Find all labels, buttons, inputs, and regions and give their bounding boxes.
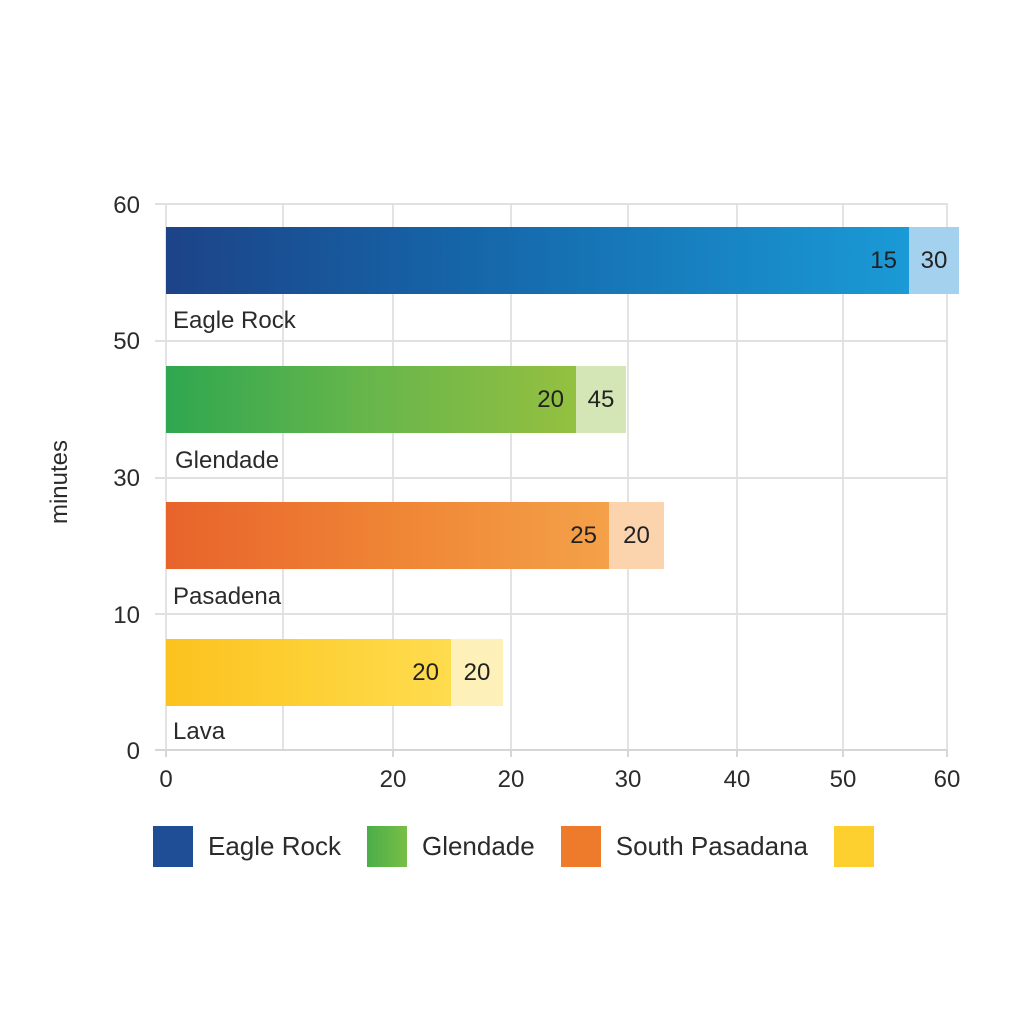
- y-tick-label: 30: [113, 465, 140, 492]
- bar-eagle-rock: 15 30: [166, 227, 959, 294]
- x-tick-label: 30: [614, 766, 642, 793]
- legend-label: Glendade: [421, 831, 535, 861]
- legend-swatch-south-pasadana: [560, 826, 601, 867]
- legend-swatch-glendade: [366, 826, 407, 867]
- x-tick: [627, 749, 629, 757]
- bar-segment-primary: 15: [166, 227, 909, 294]
- y-tick-label: 0: [126, 738, 140, 765]
- bar-label: Eagle Rock: [173, 307, 296, 334]
- bar-segment-primary: 20: [166, 366, 576, 433]
- legend-swatch-unlabeled: [834, 826, 875, 867]
- bar-segment-secondary: 20: [451, 639, 503, 706]
- legend-label: Eagle Rock: [208, 831, 341, 861]
- x-tick-label: 50: [829, 766, 857, 793]
- x-tick-label: 60: [933, 766, 961, 793]
- h-gridline: [155, 477, 948, 479]
- x-tick: [946, 749, 948, 757]
- x-tick-label: 40: [723, 766, 751, 793]
- x-tick-label: 20: [497, 766, 525, 793]
- bar-label: Glendade: [175, 447, 280, 474]
- h-gridline: [155, 613, 948, 615]
- x-tick: [510, 749, 512, 757]
- x-axis-line: [155, 749, 948, 751]
- bar-segment-secondary: 20: [609, 502, 664, 569]
- x-tick: [736, 749, 738, 757]
- bar-segment-primary: 25: [166, 502, 609, 569]
- bar-glendade: 20 45: [166, 366, 626, 433]
- x-tick-label: 20: [379, 766, 407, 793]
- x-tick: [165, 749, 167, 757]
- legend: Eagle Rock Glendade South Pasadana: [153, 826, 875, 867]
- h-gridline: [155, 340, 948, 342]
- x-tick: [392, 749, 394, 757]
- y-tick-label: 50: [113, 328, 140, 355]
- legend-swatch-eagle-rock: [153, 826, 193, 867]
- bar-segment-primary: 20: [166, 639, 451, 706]
- bar-label: Pasadena: [173, 583, 282, 610]
- x-tick: [842, 749, 844, 757]
- bar-segment-secondary: 30: [909, 227, 959, 294]
- bar-pasadena: 25 20: [166, 502, 664, 569]
- y-axis-title: minutes: [46, 439, 73, 525]
- bar-lava: 20 20: [166, 639, 503, 706]
- x-tick-label: 0: [159, 766, 173, 793]
- bar-label: Lava: [173, 718, 226, 745]
- bar-segment-secondary: 45: [576, 366, 626, 433]
- h-gridline: [155, 203, 948, 205]
- y-tick-label: 60: [113, 192, 140, 219]
- y-tick-label: 10: [113, 602, 140, 629]
- legend-label: South Pasadana: [615, 831, 809, 861]
